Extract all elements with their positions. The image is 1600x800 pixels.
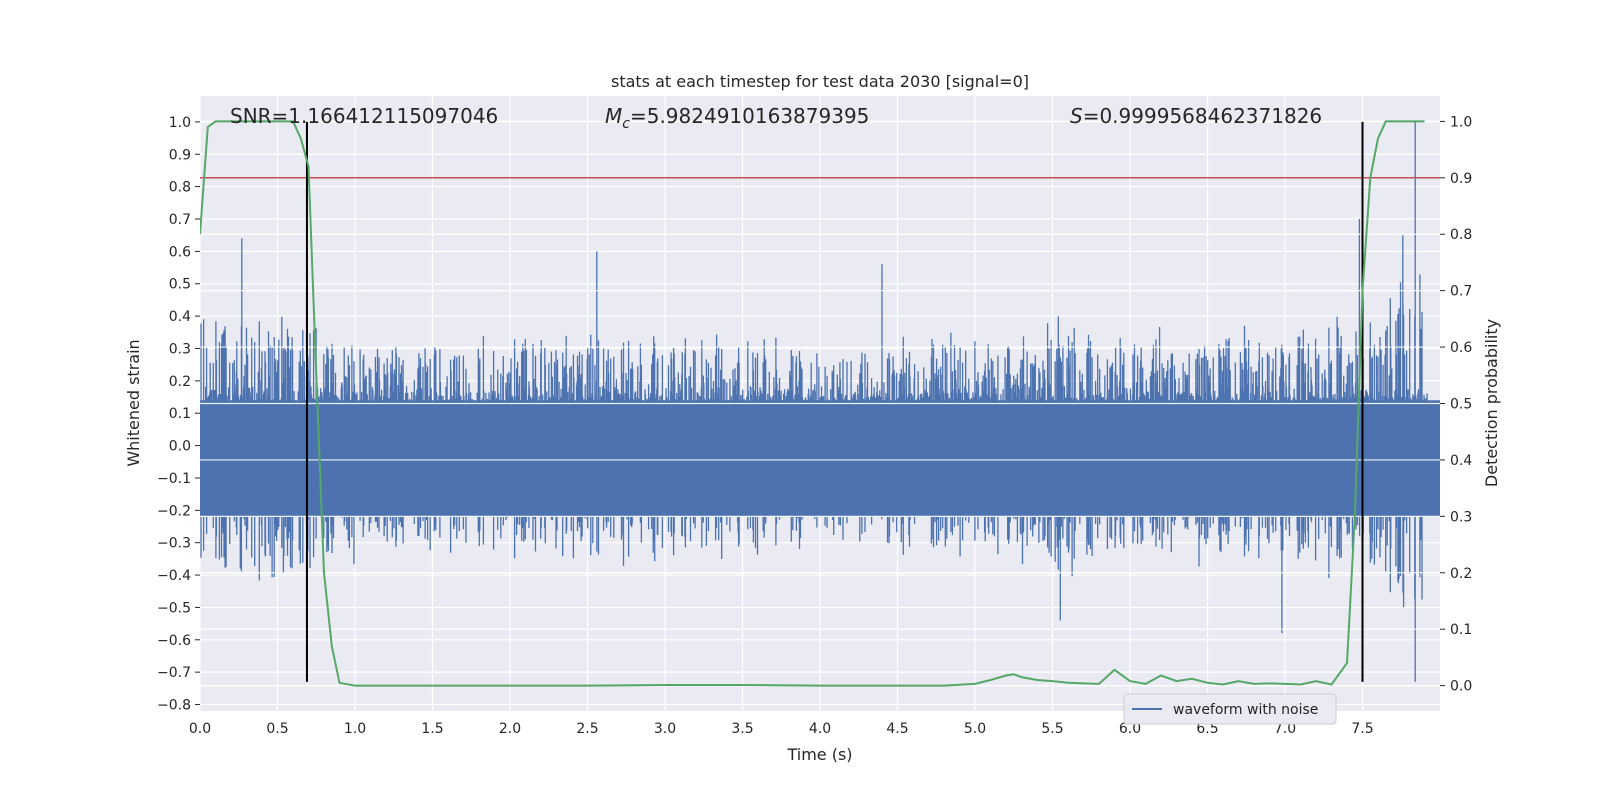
y-axis-right: 1.0 0.9 0.8 0.7 0.6 0.5 0.4 0.3 0.2 0.1 0.0 <box>1440 114 1472 695</box>
y2-tick-label: 0.9 <box>1450 171 1472 187</box>
y2-tick-label: 0.5 <box>1450 397 1472 413</box>
y-tick-label: −0.7 <box>157 665 191 681</box>
y-tick-label: −0.3 <box>157 536 191 552</box>
x-tick-label: 0.0 <box>189 721 211 737</box>
y-tick-label: −0.4 <box>157 568 191 584</box>
y2-axis-label: Detection probability <box>1482 319 1501 487</box>
x-tick-label: 4.0 <box>809 721 831 737</box>
y-tick-label: 0.8 <box>169 180 191 196</box>
x-tick-label: 7.0 <box>1274 721 1296 737</box>
y-axis-label: Whitened strain <box>124 339 143 466</box>
y2-tick-label: 0.0 <box>1450 679 1472 695</box>
y-tick-label: −0.6 <box>157 633 191 649</box>
x-tick-label: 3.5 <box>731 721 753 737</box>
x-tick-label: 1.5 <box>421 721 443 737</box>
y-tick-label: −0.2 <box>157 503 191 519</box>
y2-tick-label: 0.3 <box>1450 509 1472 525</box>
y2-tick-label: 0.4 <box>1450 453 1472 469</box>
y2-tick-label: 0.7 <box>1450 284 1472 300</box>
y-tick-label: 0.1 <box>169 406 191 422</box>
mc-annotation: Mc=5.9824910163879395 <box>605 104 869 132</box>
x-tick-label: 1.0 <box>344 721 366 737</box>
y2-tick-label: 0.8 <box>1450 227 1472 243</box>
x-tick-label: 2.0 <box>499 721 521 737</box>
y2-tick-label: 0.1 <box>1450 622 1472 638</box>
waveform-band <box>200 400 1440 517</box>
y-tick-label: 0.7 <box>169 212 191 228</box>
x-axis: 0.0 0.5 1.0 1.5 2.0 2.5 3.0 3.5 4.0 4.5 5.0 5.5 6.0 6… <box>189 721 1374 737</box>
y-tick-label: 0.9 <box>169 147 191 163</box>
x-tick-label: 6.0 <box>1119 721 1141 737</box>
y-tick-label: 0.4 <box>169 309 191 325</box>
probability-line <box>200 120 1425 687</box>
y-tick-label: 1.0 <box>169 115 191 131</box>
y2-tick-label: 1.0 <box>1450 114 1472 130</box>
plot-area <box>200 120 1440 687</box>
y-tick-label: 0.6 <box>169 244 191 260</box>
y2-tick-label: 0.2 <box>1450 566 1472 582</box>
x-tick-label: 5.0 <box>964 721 986 737</box>
legend-label: waveform with noise <box>1173 702 1318 718</box>
overlay-lines <box>200 120 1440 687</box>
legend: waveform with noise <box>1123 693 1337 725</box>
y-axis-left: 1.0 0.9 0.8 0.7 0.6 0.5 0.4 0.3 0.2 0.1 0.0 −0.1 −0.… <box>157 115 200 714</box>
x-tick-label: 2.5 <box>576 721 598 737</box>
waveform-series <box>200 121 1440 682</box>
x-tick-label: 7.5 <box>1351 721 1373 737</box>
x-tick-label: 5.5 <box>1041 721 1063 737</box>
y-tick-label: 0.3 <box>169 341 191 357</box>
y-tick-label: 0.2 <box>169 374 191 390</box>
chart-title: stats at each timestep for test data 203… <box>611 72 1029 91</box>
x-tick-label: 6.5 <box>1196 721 1218 737</box>
y-tick-label: 0.0 <box>169 439 191 455</box>
x-axis-label: Time (s) <box>786 745 852 764</box>
y-tick-label: −0.1 <box>157 471 191 487</box>
x-tick-label: 3.0 <box>654 721 676 737</box>
snr-annotation: SNR=1.166412115097046 <box>230 104 498 128</box>
x-tick-label: 4.5 <box>886 721 908 737</box>
y2-tick-label: 0.6 <box>1450 340 1472 356</box>
x-tick-label: 0.5 <box>266 721 288 737</box>
legend-box <box>1123 693 1337 725</box>
s-annotation: S=0.9999568462371826 <box>1070 104 1322 128</box>
y-tick-label: −0.5 <box>157 600 191 616</box>
y-tick-label: 0.5 <box>169 277 191 293</box>
y-tick-label: −0.8 <box>157 698 191 714</box>
